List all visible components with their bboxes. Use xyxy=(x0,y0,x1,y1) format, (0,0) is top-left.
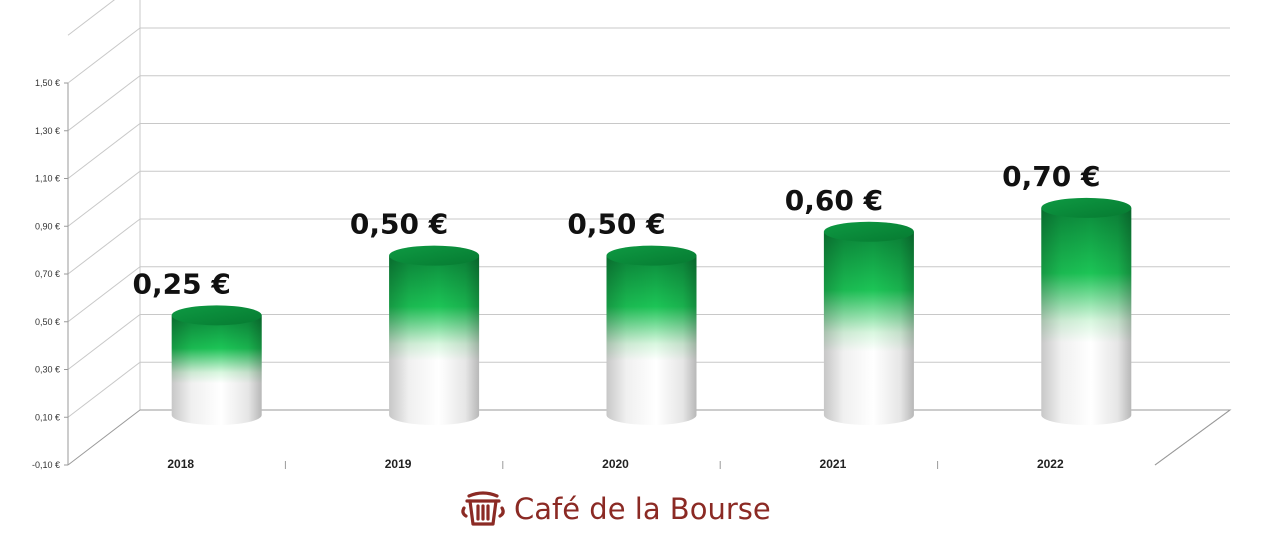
bar-shading xyxy=(823,231,914,425)
gridline-diagonal xyxy=(67,27,141,84)
data-label: 0,70 € xyxy=(1002,160,1100,193)
gridline-diagonal xyxy=(67,123,141,179)
data-label: 0,50 € xyxy=(350,208,448,241)
data-label: 0,50 € xyxy=(567,208,665,241)
y-tick-label: 1,50 € xyxy=(35,78,60,88)
bar xyxy=(1041,197,1132,425)
bar xyxy=(389,245,480,425)
y-tick-label: 0,90 € xyxy=(35,221,60,231)
bar-top xyxy=(1041,197,1132,218)
gridline-diagonal xyxy=(67,218,141,275)
bar xyxy=(171,305,262,425)
bar-shading xyxy=(171,315,262,425)
coffee-cup-icon xyxy=(461,491,505,526)
data-label: 0,25 € xyxy=(133,267,231,300)
floor-right-edge xyxy=(1154,409,1231,466)
x-tick-label: 2021 xyxy=(820,457,847,471)
y-tick-label: -0,10 € xyxy=(32,460,60,470)
data-label: 0,60 € xyxy=(785,184,883,217)
bar-shading xyxy=(389,255,480,425)
bar-top xyxy=(606,245,697,266)
x-tick-label: 2019 xyxy=(385,457,412,471)
x-tick-label: 2022 xyxy=(1037,457,1064,471)
y-tick-label: 0,30 € xyxy=(35,365,60,375)
y-tick-label: 0,10 € xyxy=(35,412,60,422)
bar xyxy=(823,221,914,425)
y-tick-label: 0,70 € xyxy=(35,269,60,279)
gridline-diagonal xyxy=(67,361,141,418)
gridline-diagonal xyxy=(67,170,141,227)
brand-logo: Café de la Bourse xyxy=(460,486,771,532)
x-tick-label: 2018 xyxy=(167,457,194,471)
bar-top xyxy=(823,221,914,242)
gridline-diagonal xyxy=(67,0,115,36)
y-axis: -0,10 € 0,10 € 0,30 € 0,50 € 0,70 € 0,90 € 1,1… xyxy=(32,78,69,470)
bar-shading xyxy=(606,255,697,425)
gridline-diagonal xyxy=(67,314,141,370)
gridline-diagonal xyxy=(67,75,141,132)
bar-top xyxy=(171,305,262,326)
logo-text: Café de la Bourse xyxy=(514,492,771,526)
bar-shading xyxy=(1041,207,1132,425)
bars xyxy=(171,197,1132,425)
bar xyxy=(606,245,697,425)
y-tick-label: 1,10 € xyxy=(35,174,60,184)
data-labels: 0,25 € 0,50 € 0,50 € 0,60 € 0,70 € xyxy=(133,160,1101,300)
x-axis: 2018 2019 2020 2021 2022 xyxy=(167,409,1231,471)
gridline-diagonal xyxy=(67,266,141,323)
x-tick-label: 2020 xyxy=(602,457,629,471)
y-tick-label: 1,30 € xyxy=(35,126,60,136)
bar-top xyxy=(389,245,480,266)
y-tick-label: 0,50 € xyxy=(35,317,60,327)
